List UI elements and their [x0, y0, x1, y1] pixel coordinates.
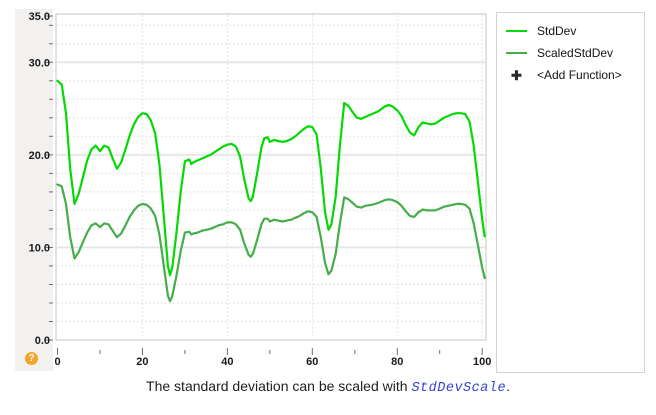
legend-label-stddev: StdDev — [537, 24, 577, 38]
x-tick-label: 60 — [306, 356, 318, 368]
legend-label-scaledstddev: ScaledStdDev — [537, 46, 614, 60]
stddev-line-swatch — [506, 30, 527, 32]
add-function-button[interactable]: ✚ <Add Function> — [506, 64, 644, 86]
y-tick-label: 0.0 — [35, 335, 50, 347]
x-tick-label: 20 — [136, 356, 148, 368]
scaledstddev-line-swatch — [506, 52, 527, 54]
chart-panel: 35.0 30.0 20.0 10.0 0.0 0 20 40 60 80 100 StdDev S… — [15, 9, 645, 373]
x-tick-label: 80 — [391, 356, 403, 368]
x-tick-label: 0 — [54, 356, 60, 368]
scaledstddev-line — [56, 183, 486, 303]
stddev-line — [56, 79, 486, 277]
legend-item-stddev[interactable]: StdDev — [506, 20, 644, 42]
legend-panel: StdDev ScaledStdDev ✚ <Add Function> — [496, 12, 645, 373]
caption-text: The standard deviation can be scaled wit… — [146, 378, 412, 394]
x-tick-label: 40 — [221, 356, 233, 368]
y-tick-label: 35.0 — [29, 11, 50, 23]
caption: The standard deviation can be scaled wit… — [0, 378, 656, 396]
y-tick-label: 10.0 — [29, 242, 50, 254]
plot-area: 35.0 30.0 20.0 10.0 0.0 0 20 40 60 80 100 — [29, 11, 492, 368]
caption-code: StdDevScale — [411, 381, 507, 396]
caption-suffix: . — [506, 378, 510, 394]
x-tick-label: 100 — [473, 356, 491, 368]
help-icon[interactable]: ? — [25, 352, 38, 365]
add-function-label: <Add Function> — [537, 68, 622, 82]
plus-icon: ✚ — [511, 67, 522, 83]
legend-item-scaledstddev[interactable]: ScaledStdDev — [506, 42, 644, 64]
y-axis-strip — [15, 9, 53, 371]
y-tick-label: 20.0 — [29, 150, 50, 162]
y-tick-label: 30.0 — [29, 57, 50, 69]
